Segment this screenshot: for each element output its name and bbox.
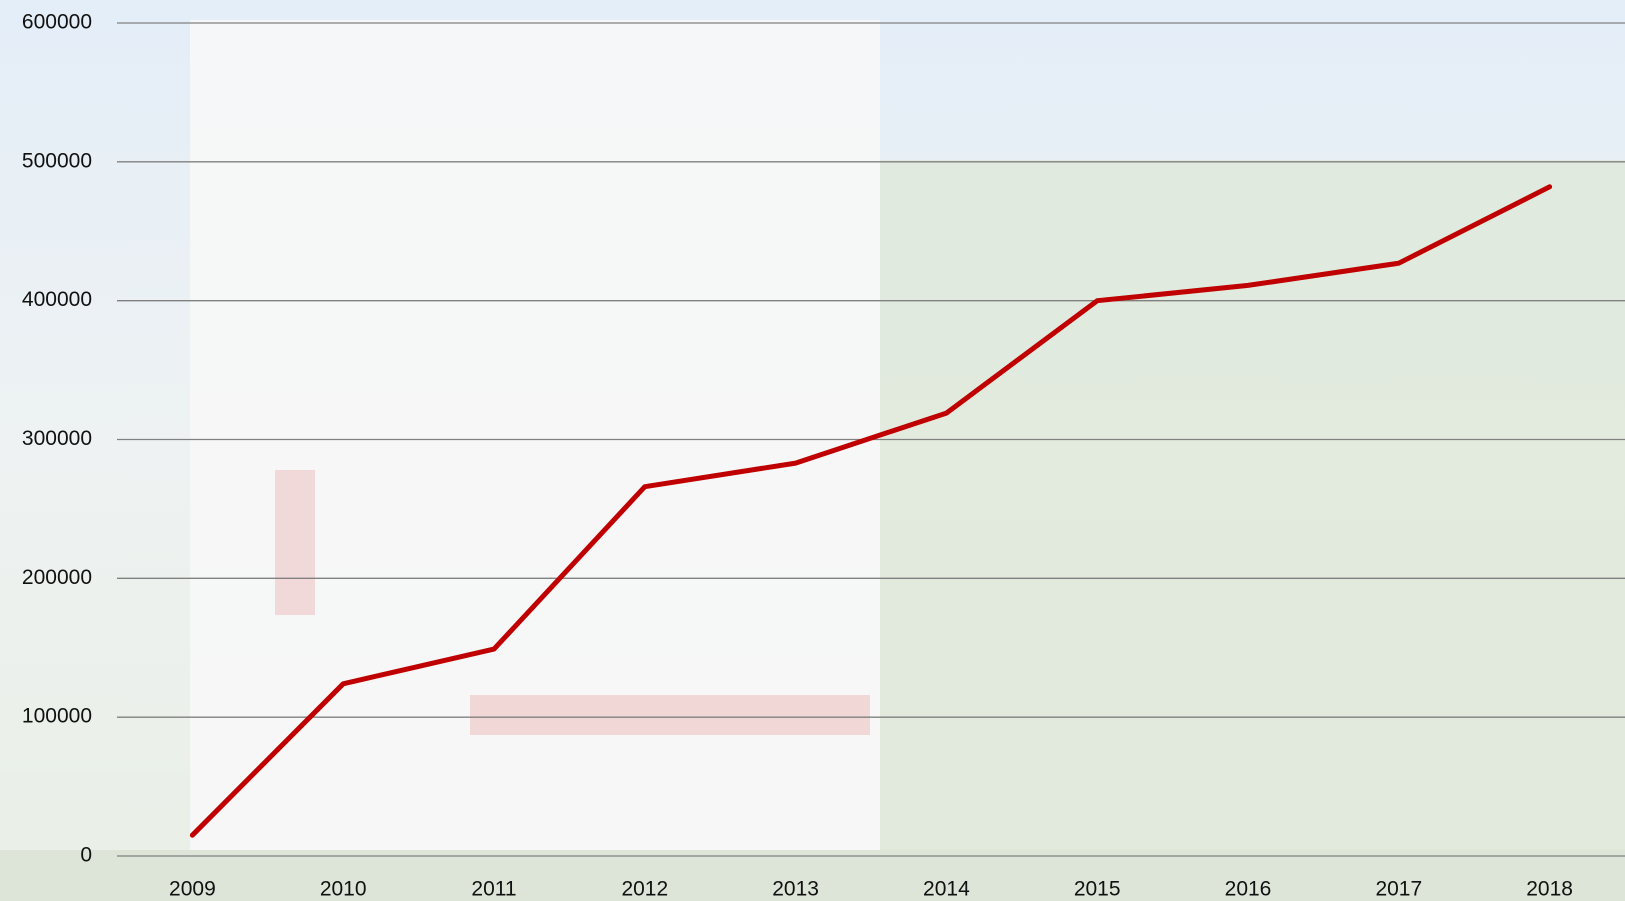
- y-tick-label: 100000: [22, 705, 92, 728]
- x-tick-label: 2016: [1225, 878, 1272, 901]
- x-tick-label: 2013: [772, 878, 819, 901]
- y-tick-label: 200000: [22, 566, 92, 589]
- x-tick-label: 2009: [169, 878, 216, 901]
- y-tick-label: 500000: [22, 149, 92, 172]
- y-tick-label: 300000: [22, 427, 92, 450]
- y-tick-label: 600000: [22, 11, 92, 34]
- x-tick-label: 2011: [471, 878, 516, 901]
- x-tick-label: 2014: [923, 878, 970, 901]
- y-tick-label: 400000: [22, 288, 92, 311]
- x-tick-label: 2017: [1375, 878, 1422, 901]
- background: [0, 0, 1625, 901]
- x-tick-label: 2015: [1074, 878, 1121, 901]
- y-tick-label: 0: [80, 844, 92, 867]
- x-tick-label: 2012: [621, 878, 668, 901]
- chart: 0 100000 200000 300000 400000 500000 600000 200…: [0, 0, 1625, 901]
- x-tick-label: 2010: [320, 878, 367, 901]
- x-tick-label: 2018: [1526, 878, 1573, 901]
